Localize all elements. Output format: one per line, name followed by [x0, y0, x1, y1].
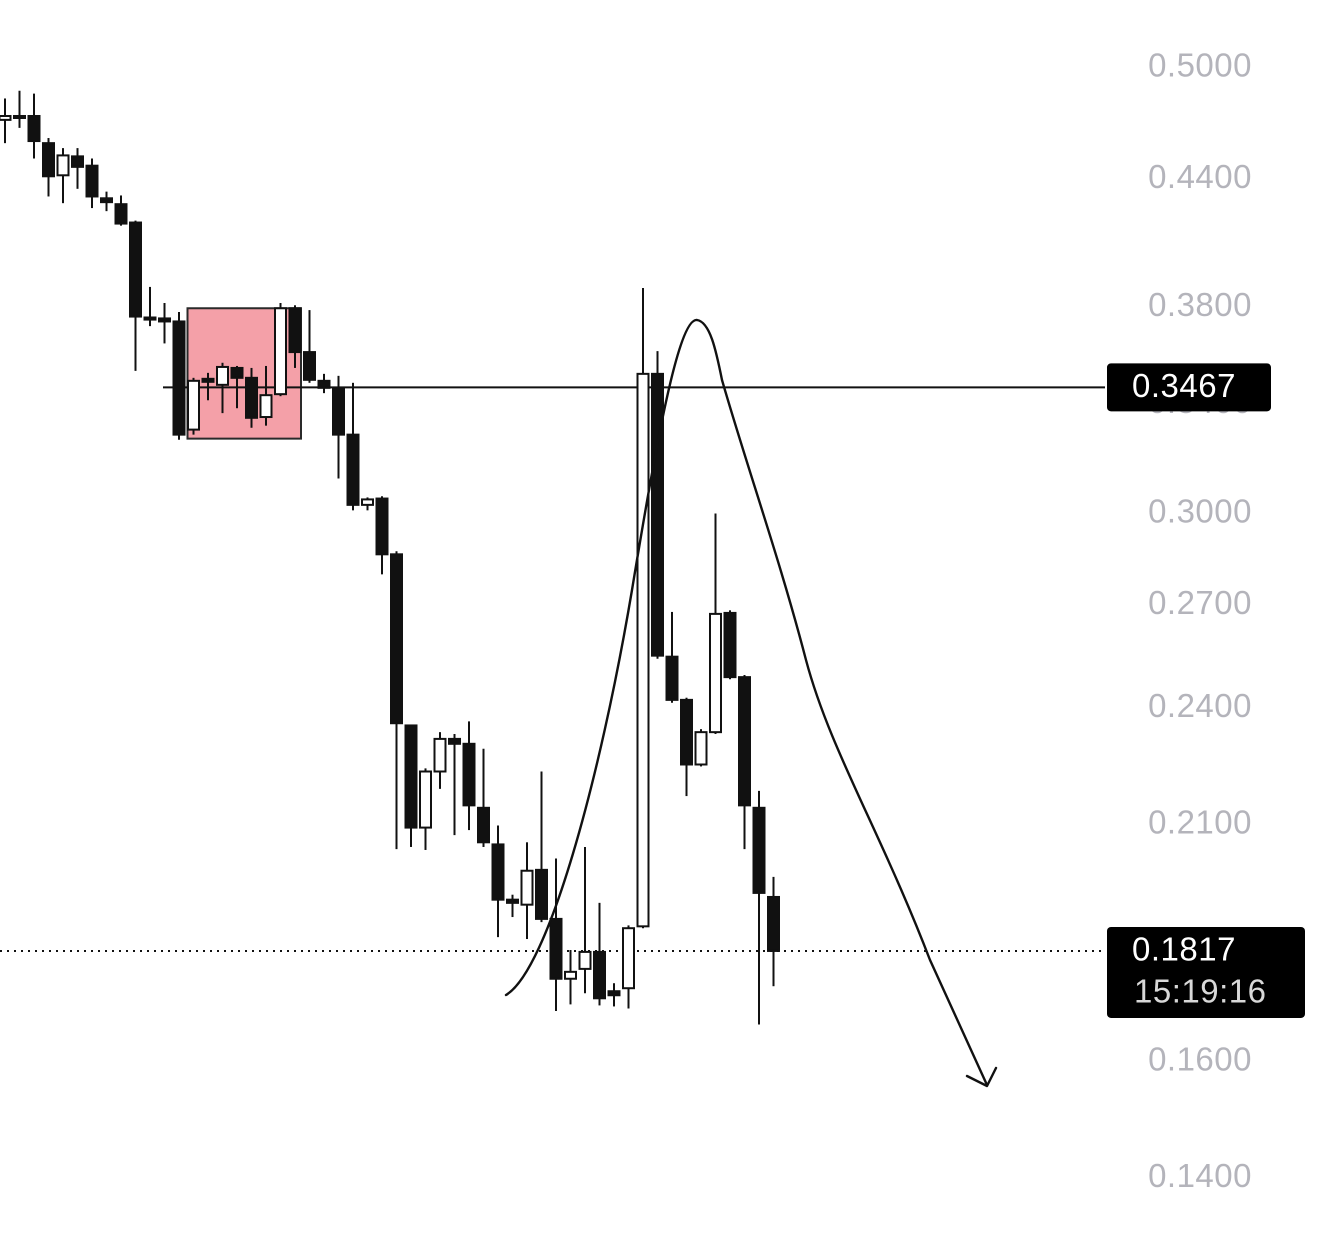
price-level-tag-bg	[1107, 363, 1271, 412]
candle-body-up	[564, 970, 577, 980]
candle-body-down	[477, 806, 490, 844]
candle-body-up	[216, 365, 229, 386]
candle-body-down	[390, 553, 403, 725]
axis-layer: 0.50000.44000.38000.34000.30000.27000.24…	[1148, 47, 1252, 1194]
candle-body-up	[259, 394, 273, 419]
candle-body-down	[491, 843, 505, 901]
candle-body-down	[42, 142, 55, 178]
candle-body-down	[114, 203, 128, 225]
candle-body-down	[230, 366, 244, 379]
candle-body-down	[738, 676, 751, 807]
candle-body-up	[709, 612, 722, 734]
candle-body-down	[448, 737, 461, 745]
candle-body-down	[506, 898, 519, 904]
candle-body-up	[419, 770, 432, 829]
candle-body-down	[100, 197, 113, 204]
hand-drawn-arrowhead	[965, 1066, 998, 1088]
candle-body-up	[636, 372, 650, 928]
hand-drawn-projection	[504, 318, 989, 1087]
candle-body-up	[578, 950, 592, 970]
candle-body-up	[520, 869, 534, 906]
candle-body-down	[332, 386, 345, 436]
candle-body-down	[723, 611, 737, 679]
candle-body-down	[288, 307, 302, 354]
y-tick-label: 0.3000	[1148, 492, 1252, 529]
candle-body-down	[245, 376, 258, 419]
y-tick-label: 0.2700	[1148, 584, 1252, 621]
candle-body-up	[187, 379, 200, 431]
tag-layer: 0.3467 0.1817 15:19:16	[1107, 363, 1305, 1018]
candle-body-down	[375, 497, 389, 556]
y-tick-label: 0.1600	[1148, 1041, 1252, 1078]
countdown: 15:19:16	[1134, 973, 1266, 1010]
candle-body-down	[143, 316, 157, 321]
candle-body-up	[0, 114, 12, 121]
y-tick-label: 0.1400	[1148, 1157, 1252, 1194]
candle-body-down	[404, 724, 418, 829]
candle-body-up	[433, 737, 447, 773]
candle-layer	[0, 90, 780, 1025]
current-price-tag: 0.1817	[1132, 931, 1236, 968]
candle-body-down	[27, 114, 41, 143]
candle-body-down	[201, 377, 215, 383]
price-level-tag: 0.3467	[1132, 367, 1236, 404]
candle-body-down	[535, 868, 548, 920]
candle-body-down	[71, 155, 84, 168]
y-tick-label: 0.2400	[1148, 687, 1252, 724]
candle-body-up	[13, 114, 26, 119]
candle-body-down	[651, 372, 664, 657]
candle-body-up	[274, 307, 287, 396]
candle-body-down	[317, 379, 331, 389]
y-tick-label: 0.4400	[1148, 158, 1252, 195]
current-price-tag-bg	[1107, 926, 1305, 1018]
candle-body-down	[462, 742, 476, 807]
candle-body-down	[346, 433, 360, 506]
candle-body-down	[752, 806, 766, 894]
candle-body-up	[361, 498, 374, 506]
line-layer	[0, 386, 1105, 952]
candle-body-down	[172, 320, 186, 436]
candle-body-down	[607, 990, 621, 997]
y-tick-label: 0.2100	[1148, 803, 1252, 840]
y-tick-label: 0.5000	[1148, 47, 1252, 84]
candle-body-up	[622, 927, 635, 990]
candle-body-down	[665, 655, 679, 701]
candle-body-down	[680, 698, 693, 766]
candle-body-down	[549, 917, 563, 980]
candle-body-down	[303, 351, 316, 381]
candle-body-up	[694, 731, 708, 766]
candle-body-down	[767, 895, 780, 952]
y-tick-label: 0.3800	[1148, 286, 1252, 323]
candle-body-up	[56, 154, 70, 177]
candle-body-down	[158, 317, 171, 323]
candle-body-down	[593, 950, 606, 1000]
candle-body-down	[85, 164, 99, 198]
candle-body-down	[129, 221, 142, 318]
